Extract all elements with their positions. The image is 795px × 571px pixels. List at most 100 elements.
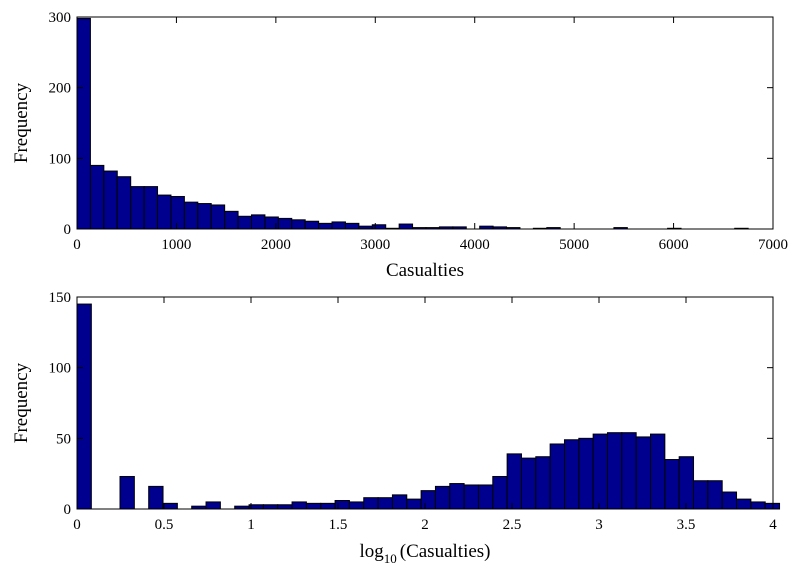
x-tick-label: 0 <box>73 517 81 533</box>
bar <box>143 186 159 230</box>
bar <box>650 433 666 510</box>
bar <box>251 214 266 230</box>
plot-frame-casualties <box>76 16 774 230</box>
bar <box>130 186 145 230</box>
bar <box>635 436 652 510</box>
bar <box>197 203 212 230</box>
bar <box>621 432 637 510</box>
y-tick-label: 0 <box>64 502 72 518</box>
bar <box>449 483 465 510</box>
bar <box>277 217 293 230</box>
y-tick-label: 50 <box>56 431 71 447</box>
x-label-rest: (Casualties) <box>400 541 491 562</box>
bar <box>148 485 164 510</box>
bar <box>320 502 336 510</box>
bar <box>664 459 680 510</box>
bar <box>391 494 408 510</box>
bar <box>434 485 451 510</box>
x-tick-label: 3 <box>595 517 603 533</box>
bar <box>103 170 118 230</box>
bar <box>406 498 422 510</box>
bar <box>291 219 306 230</box>
bar <box>210 204 226 230</box>
bar <box>420 490 436 510</box>
x-tick-label: 1.5 <box>329 517 348 533</box>
bars-log-casualties <box>76 303 781 510</box>
bar <box>205 501 221 510</box>
x-tick-label: 2 <box>421 517 429 533</box>
bar <box>363 497 379 510</box>
bar <box>750 501 766 510</box>
x-tick-label: 7000 <box>758 237 788 253</box>
bar <box>535 456 551 510</box>
bar <box>334 500 350 510</box>
bar <box>277 504 293 510</box>
bar <box>764 502 781 510</box>
y-tick-label: 100 <box>49 151 72 167</box>
histogram-casualties: 0 1000 2000 3000 4000 5000 6000 70000100200300 … <box>11 10 788 281</box>
bar <box>549 443 565 510</box>
bar <box>224 210 239 230</box>
bar <box>578 437 594 510</box>
bar <box>721 491 738 510</box>
bar <box>162 502 178 510</box>
bar <box>736 498 752 510</box>
y-axis-label-log-casualties: Frequency <box>11 362 32 443</box>
bar <box>592 433 608 510</box>
bar <box>170 195 185 230</box>
x-tick-label: 5000 <box>559 237 589 253</box>
y-axis-label-casualties: Frequency <box>11 82 32 163</box>
bar <box>183 201 199 230</box>
bar <box>304 220 320 230</box>
bar <box>477 484 494 510</box>
x-tick-label: 1000 <box>161 237 191 253</box>
x-tick-label: 6000 <box>659 237 689 253</box>
x-label-log: log <box>359 541 384 562</box>
x-axis-label-casualties: Casualties <box>386 260 464 281</box>
bar <box>506 453 522 510</box>
bar <box>89 164 105 230</box>
x-tick-label: 3000 <box>360 237 390 253</box>
bars-casualties <box>76 17 749 230</box>
bar <box>291 501 307 510</box>
bar <box>237 215 252 230</box>
ticks-log-casualties: 0 0.5 1 1.5 2 2.5 3 3.5 4 0 50 100 150 <box>49 290 778 533</box>
bar <box>116 176 132 230</box>
x-tick-label: 1 <box>247 517 255 533</box>
bar <box>520 457 537 510</box>
bar <box>606 432 623 510</box>
x-axis-label-log-casualties: log10 (Casualties) <box>359 541 490 566</box>
y-tick-label: 300 <box>49 10 72 26</box>
x-tick-label: 3.5 <box>677 517 696 533</box>
bar <box>463 484 479 510</box>
bar <box>344 222 360 230</box>
bar <box>331 221 346 230</box>
bar <box>398 223 414 230</box>
bar <box>348 501 365 510</box>
y-tick-label: 150 <box>49 290 72 306</box>
x-tick-label: 4 <box>769 517 777 533</box>
bar <box>371 224 387 230</box>
x-tick-label: 0 <box>73 237 81 253</box>
x-label-subscript: 10 <box>384 551 397 566</box>
bar <box>492 475 508 510</box>
bar <box>678 456 695 510</box>
bar <box>707 480 723 510</box>
histogram-log-casualties: 0 0.5 1 1.5 2 2.5 3 3.5 4 0 50 100 150 log10 (Casualt… <box>11 290 781 566</box>
bar <box>305 502 322 510</box>
y-tick-label: 100 <box>49 361 72 377</box>
bar <box>262 504 279 510</box>
x-tick-label: 2000 <box>261 237 291 253</box>
ticks-casualties: 0 1000 2000 3000 4000 5000 6000 7000 0 100 200 300 <box>49 10 789 253</box>
y-tick-label: 200 <box>49 81 72 97</box>
bar <box>157 194 172 230</box>
x-tick-label: 2.5 <box>503 517 522 533</box>
bar <box>377 497 393 510</box>
bar <box>76 303 92 510</box>
bar <box>318 222 333 230</box>
bar <box>76 17 91 230</box>
bar <box>119 475 135 510</box>
bar <box>693 480 709 510</box>
bar <box>563 439 580 510</box>
